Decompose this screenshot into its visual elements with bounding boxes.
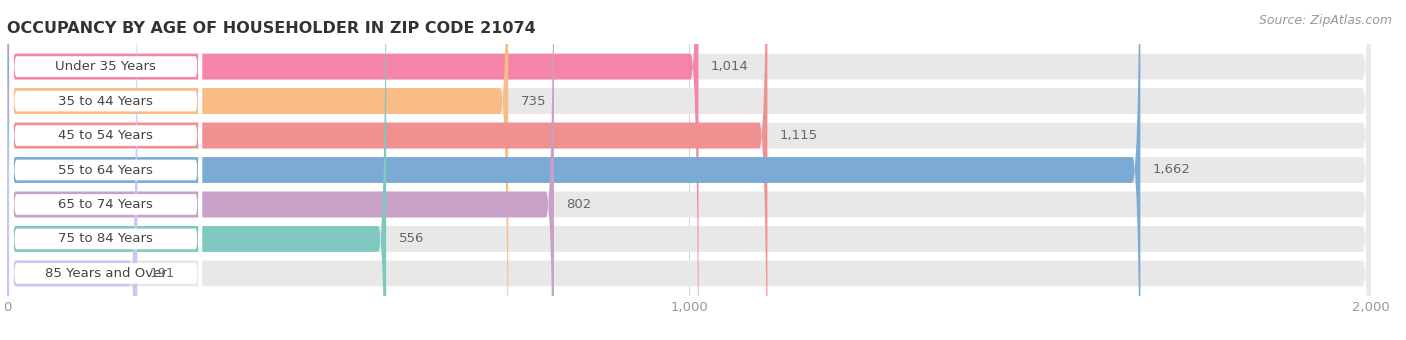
FancyBboxPatch shape [10,0,202,340]
FancyBboxPatch shape [10,0,202,340]
FancyBboxPatch shape [10,0,202,340]
FancyBboxPatch shape [7,0,1140,340]
FancyBboxPatch shape [10,0,202,340]
FancyBboxPatch shape [7,0,1371,340]
FancyBboxPatch shape [7,0,1371,340]
Text: 1,115: 1,115 [780,129,818,142]
Text: 735: 735 [520,95,546,107]
Text: 1,014: 1,014 [711,60,748,73]
Text: 65 to 74 Years: 65 to 74 Years [59,198,153,211]
FancyBboxPatch shape [10,0,202,340]
FancyBboxPatch shape [7,0,138,340]
Text: 35 to 44 Years: 35 to 44 Years [59,95,153,107]
Text: OCCUPANCY BY AGE OF HOUSEHOLDER IN ZIP CODE 21074: OCCUPANCY BY AGE OF HOUSEHOLDER IN ZIP C… [7,21,536,36]
Text: Source: ZipAtlas.com: Source: ZipAtlas.com [1258,14,1392,27]
FancyBboxPatch shape [7,0,699,340]
Text: 556: 556 [398,233,423,245]
FancyBboxPatch shape [7,0,1371,340]
Text: 802: 802 [567,198,592,211]
Text: 1,662: 1,662 [1153,164,1191,176]
FancyBboxPatch shape [7,0,768,340]
FancyBboxPatch shape [7,0,1371,340]
FancyBboxPatch shape [7,0,1371,340]
Text: 191: 191 [149,267,174,280]
Text: Under 35 Years: Under 35 Years [55,60,156,73]
FancyBboxPatch shape [7,0,554,340]
FancyBboxPatch shape [7,0,1371,340]
Text: 75 to 84 Years: 75 to 84 Years [59,233,153,245]
Text: 45 to 54 Years: 45 to 54 Years [59,129,153,142]
FancyBboxPatch shape [10,0,202,340]
FancyBboxPatch shape [7,0,387,340]
FancyBboxPatch shape [10,0,202,340]
FancyBboxPatch shape [7,0,508,340]
Text: 55 to 64 Years: 55 to 64 Years [59,164,153,176]
Text: 85 Years and Over: 85 Years and Over [45,267,167,280]
FancyBboxPatch shape [7,0,1371,340]
